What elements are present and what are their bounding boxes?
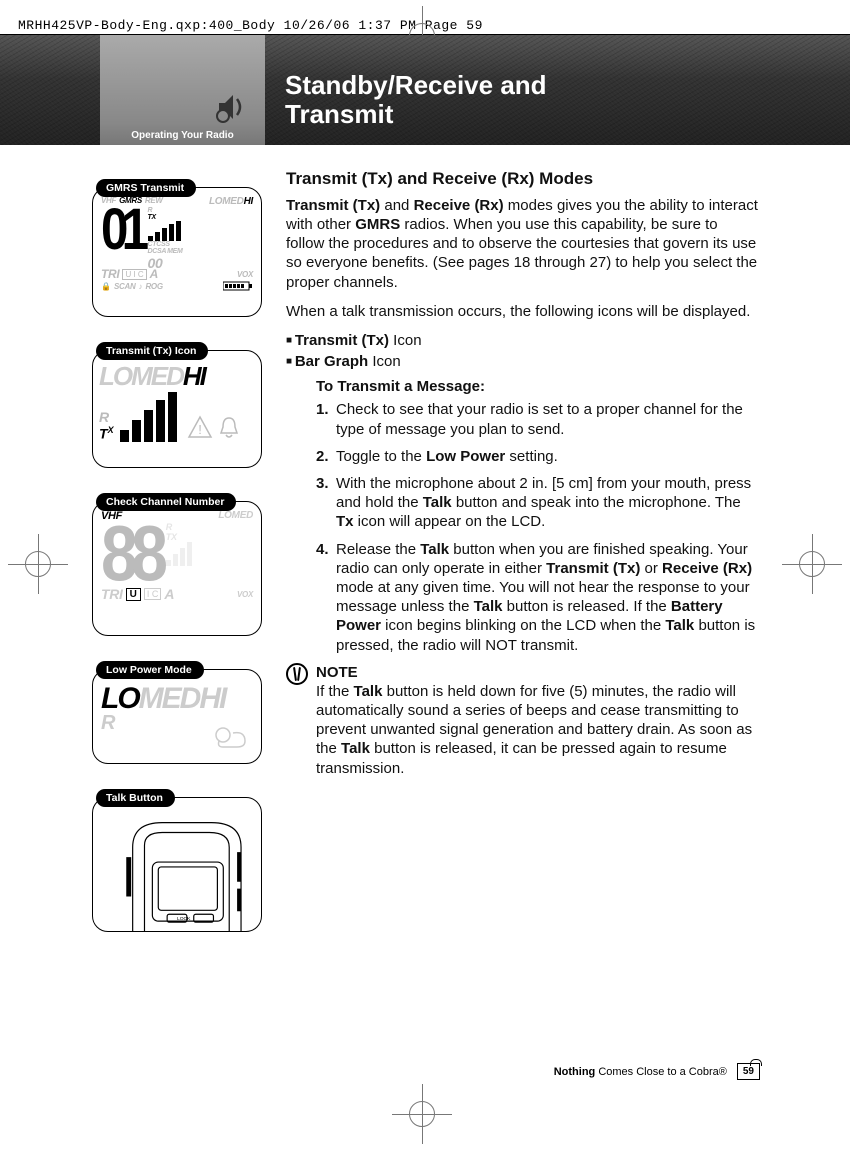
lcd-lo-highlighted: LOMEDHI (101, 682, 253, 716)
intro-paragraph-1: Transmit (Tx) and Receive (Rx) modes giv… (286, 196, 760, 292)
svg-text:!: ! (198, 422, 202, 437)
lcd-uic: U I C (122, 269, 146, 280)
lcd-vox2: VOX (237, 590, 253, 599)
step-2: 2.Toggle to the Low Power setting. (316, 447, 760, 466)
lcd-tx3: TX (166, 532, 192, 542)
figure-label-1: GMRS Transmit (96, 179, 196, 197)
registration-mark-bottom (392, 1084, 452, 1144)
figure-label-4: Low Power Mode (96, 661, 204, 679)
signal-bars-icon (148, 221, 183, 241)
step-4: 4.Release the Talk button when you are f… (316, 540, 760, 655)
battery-icon (223, 281, 253, 291)
lcd-lomed2: LOMED (218, 510, 253, 522)
lcd-ctcss: CTCSS (148, 241, 183, 248)
lcd-r2: R (99, 409, 114, 425)
lcd-a: A (150, 267, 158, 281)
figure-talk-button: LOCK (92, 797, 262, 932)
signal-bars-large-icon (120, 392, 177, 442)
step-1: 1.Check to see that your radio is set to… (316, 400, 760, 438)
section-tab-label: Operating Your Radio (100, 130, 265, 141)
lcd-mem: MEM (167, 248, 182, 255)
page-banner: Operating Your Radio Standby/Receive and… (0, 35, 850, 145)
page-title: Standby/Receive and Transmit (285, 71, 547, 128)
lcd-lomedhi: LOMEDHI (209, 196, 253, 207)
main-content: GMRS Transmit VHF GMRS REW LOMEDHI 01 R … (0, 160, 850, 946)
bullet-bargraph-icon: Bar Graph Icon (286, 352, 760, 371)
bars-faded-icon (166, 542, 192, 566)
bell-icon (216, 415, 242, 439)
lcd-r3: R (166, 522, 192, 532)
figure-label-2: Transmit (Tx) Icon (96, 342, 208, 360)
handset-illustration: LOCK (93, 798, 261, 931)
figure-label-3: Check Channel Number (96, 493, 236, 511)
bullet-transmit-icon: Transmit (Tx) Icon (286, 331, 760, 350)
lcd-a2: A (164, 586, 174, 602)
lcd-ch88: 88 (101, 522, 161, 584)
figure-label-5: Talk Button (96, 789, 175, 807)
title-line-2: Transmit (285, 99, 393, 129)
steps-heading: To Transmit a Message: (316, 377, 760, 396)
step-3: 3.With the microphone about 2 in. [5 cm]… (316, 474, 760, 532)
figure-tx-icon: LOMEDHI R TX ! (92, 350, 262, 468)
lcd-vox: VOX (237, 270, 253, 279)
lcd-r: R (148, 207, 183, 214)
lcd-rew: REW (145, 196, 163, 207)
steps-list: 1.Check to see that your radio is set to… (316, 400, 760, 654)
lcd-dcsa: DCSA (148, 248, 167, 255)
lcd-scan: SCAN (114, 282, 135, 291)
lcd-tx2: TX (99, 425, 114, 442)
lcd-tx: TX (148, 214, 183, 221)
figure-gmrs-transmit: VHF GMRS REW LOMEDHI 01 R TX CTCSS (92, 187, 262, 317)
page-footer: Nothing Comes Close to a Cobra® 59 (554, 1063, 760, 1080)
weather-icon (209, 721, 249, 749)
lcd-rog: ROG (145, 282, 162, 291)
radio-icon (213, 89, 249, 125)
note-block: NOTE If the Talk button is held down for… (316, 663, 760, 778)
svg-text:LOCK: LOCK (177, 916, 191, 922)
note-heading: NOTE (316, 664, 358, 681)
intro-paragraph-2: When a talk transmission occurs, the fol… (286, 302, 760, 321)
figure-check-channel: VHF LOMED 88 R TX TRI (92, 501, 262, 636)
footer-tagline: Nothing Comes Close to a Cobra® (554, 1066, 727, 1078)
lcd-channel: 01 (101, 207, 142, 253)
note-icon (286, 663, 308, 685)
section-tab: Operating Your Radio (100, 35, 265, 145)
lcd-power-level: LOMEDHI (99, 361, 255, 392)
figure-low-power: LOMEDHI R (92, 669, 262, 764)
file-slug: MRHH425VP-Body-Eng.qxp:400_Body 10/26/06… (18, 18, 483, 33)
lcd-tri: TRI (101, 267, 119, 281)
page-number: 59 (737, 1063, 760, 1080)
warning-icon: ! (187, 415, 213, 439)
title-line-1: Standby/Receive and (285, 70, 547, 100)
body-text-column: Transmit (Tx) and Receive (Rx) Modes Tra… (260, 160, 850, 946)
section-heading: Transmit (Tx) and Receive (Rx) Modes (286, 168, 760, 190)
figures-column: GMRS Transmit VHF GMRS REW LOMEDHI 01 R … (0, 160, 260, 946)
